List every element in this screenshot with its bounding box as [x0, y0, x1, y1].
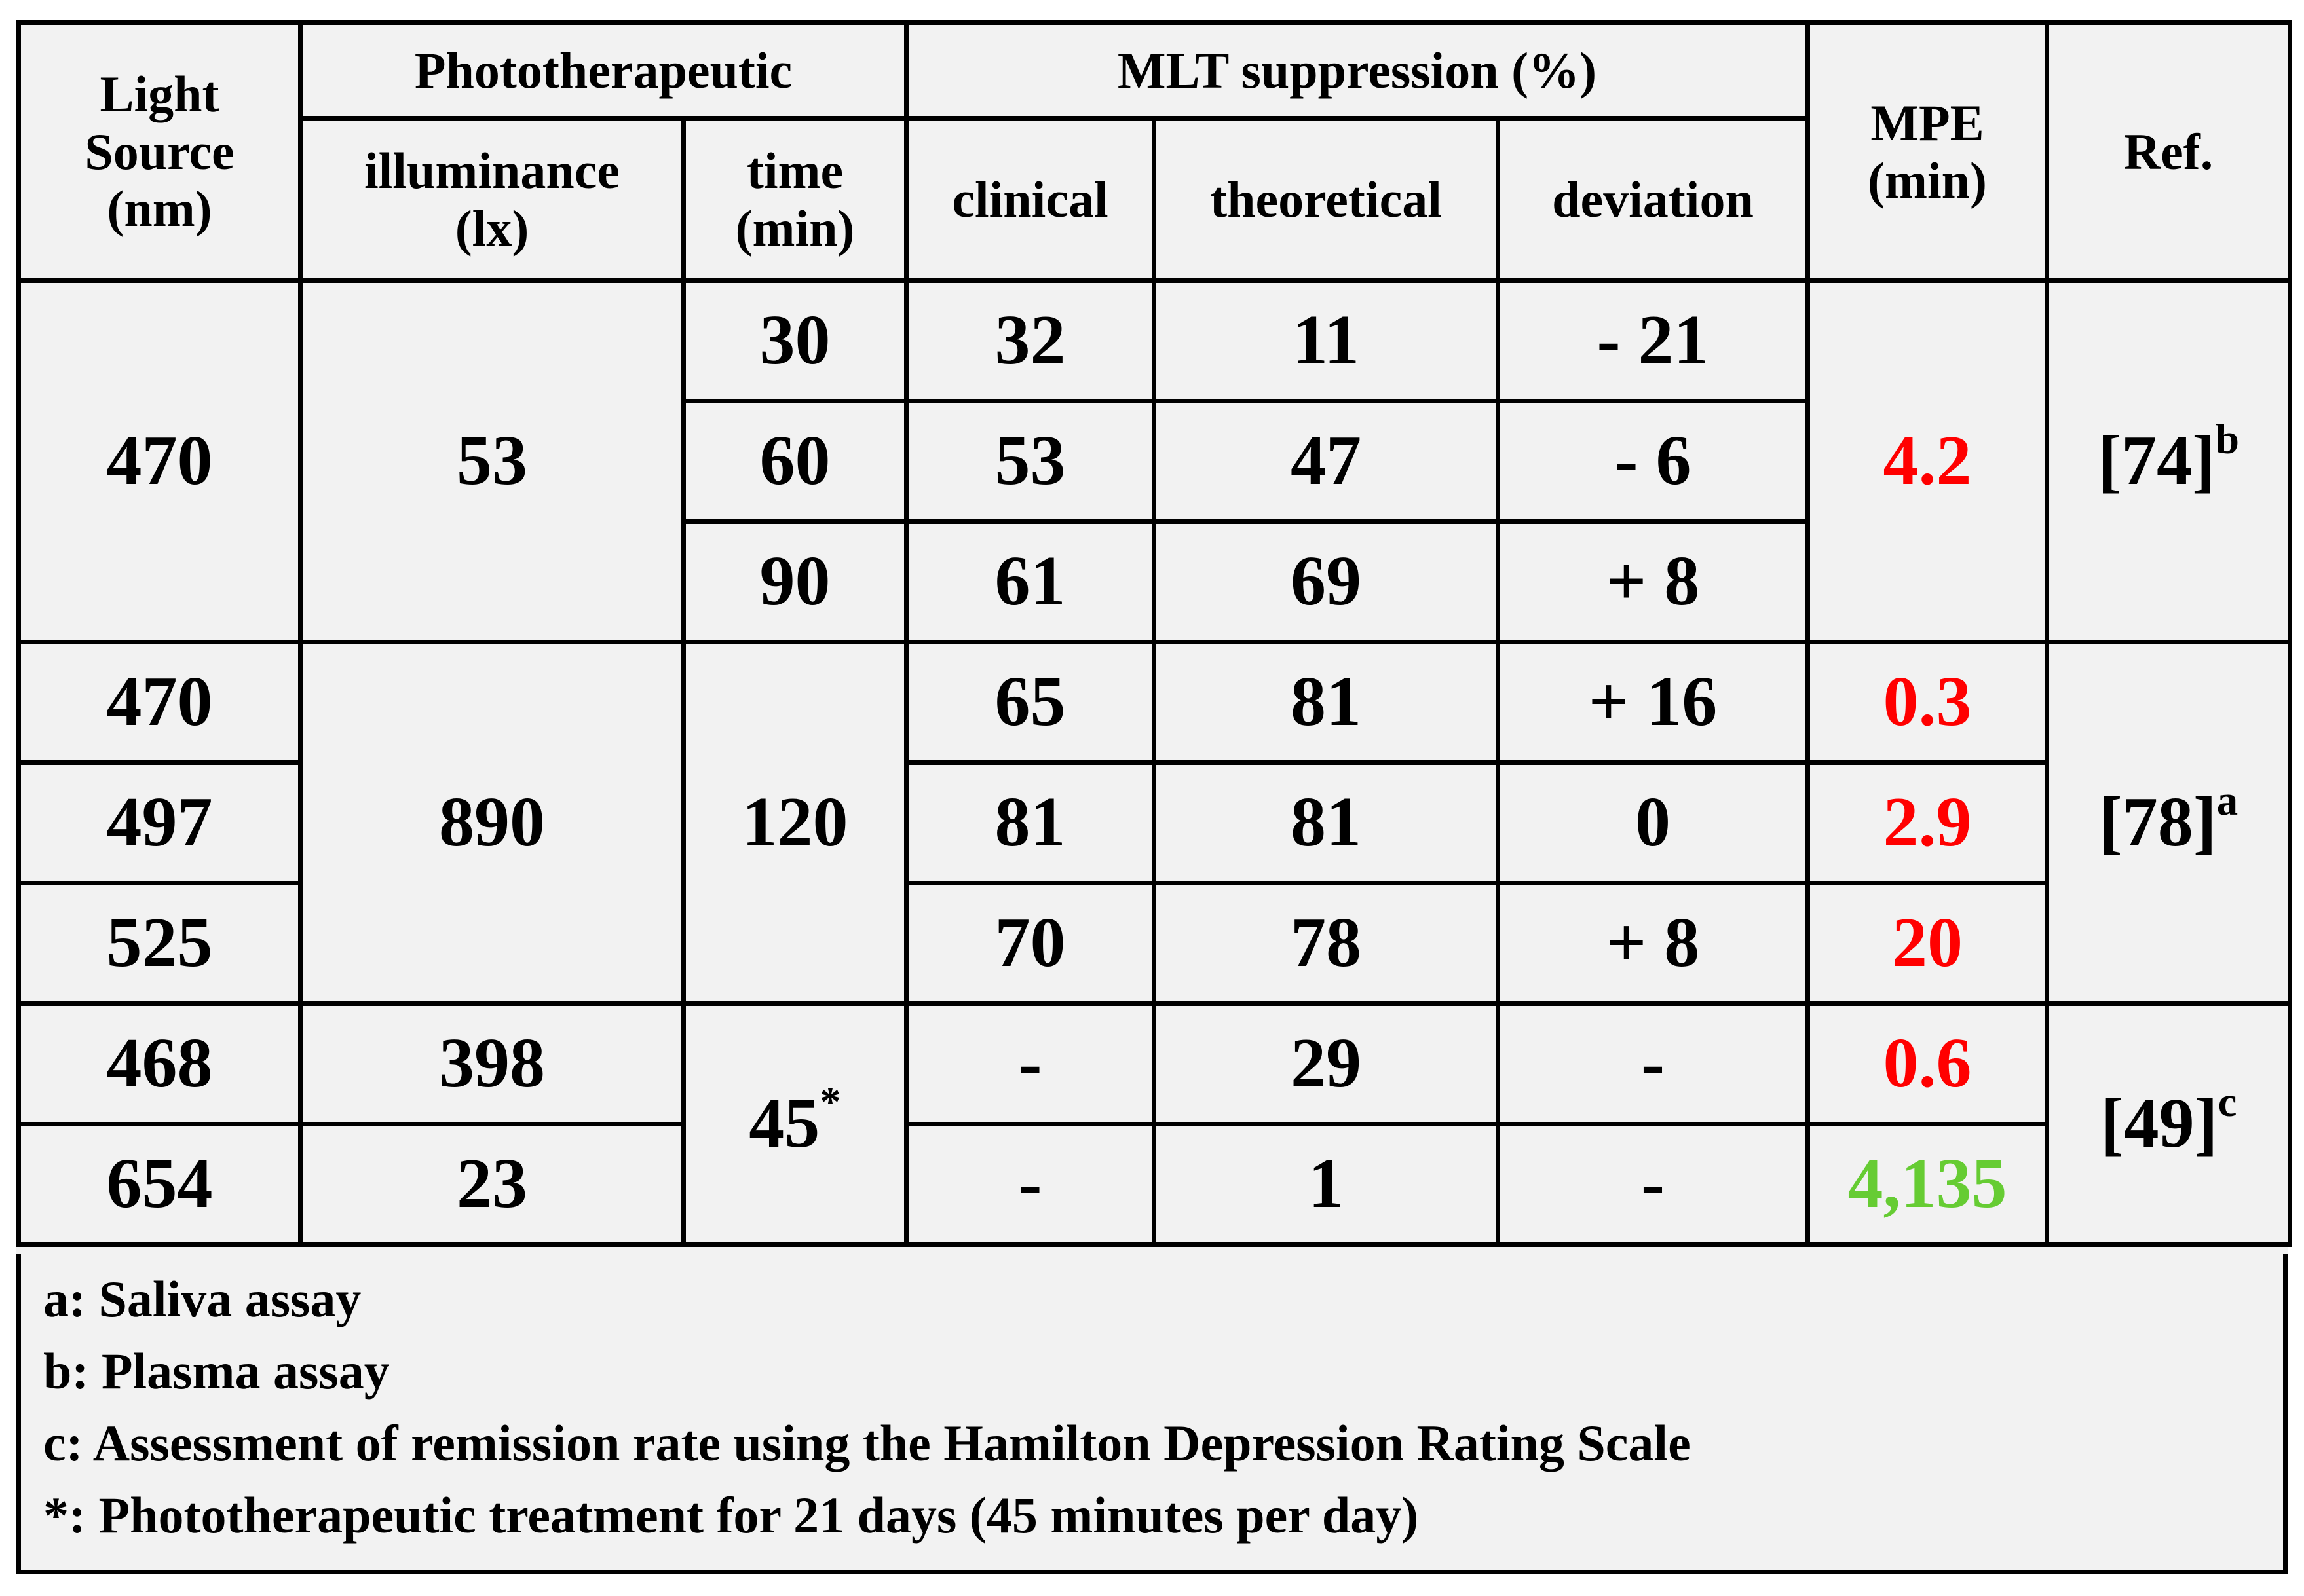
- header-ref: Ref.: [2045, 20, 2292, 283]
- light-source-cell: 654: [16, 1122, 303, 1247]
- clinical-cell: 53: [904, 399, 1156, 524]
- table-row: 525 70 78 + 8 20: [16, 881, 2290, 1006]
- theoretical-cell: 29: [1152, 1001, 1500, 1126]
- table-footnotes: a: Saliva assay b: Plasma assay c: Asses…: [16, 1254, 2288, 1574]
- theoretical-cell: 47: [1152, 399, 1500, 524]
- table-row: 60 53 47 - 6: [19, 399, 2290, 524]
- deviation-cell: -: [1496, 1122, 1810, 1247]
- header-theoretical: theoretical: [1152, 116, 1500, 283]
- mpe-cell: 4,135: [1805, 1122, 2049, 1247]
- deviation-cell: 0: [1496, 760, 1810, 885]
- light-source-cell: 468: [16, 1001, 303, 1126]
- theoretical-cell: 1: [1152, 1122, 1500, 1247]
- footnote-b: b: Plasma assay: [43, 1343, 390, 1400]
- time-cell: 30: [681, 278, 909, 403]
- mpe-cell: 2.9: [1805, 760, 2049, 885]
- time-cell: 60: [681, 399, 909, 524]
- theoretical-cell: 81: [1152, 640, 1500, 765]
- header-clinical: clinical: [904, 116, 1156, 283]
- illuminance-cell: 890: [298, 640, 686, 1006]
- table-row: 470 53 30 32 11 - 21 4.2 [74]b: [16, 278, 2292, 644]
- header-illuminance: illuminance (lx): [298, 116, 686, 283]
- table-row: 90 61 69 + 8: [19, 519, 2290, 644]
- deviation-cell: -: [1496, 1001, 1810, 1126]
- clinical-cell: -: [904, 1001, 1156, 1126]
- ref-cell: [74]b: [2045, 278, 2292, 644]
- illuminance-cell: 398: [298, 1001, 686, 1126]
- theoretical-cell: 78: [1152, 881, 1500, 1006]
- mpe-cell: 4.2: [1805, 278, 2049, 644]
- table-row: 470 890 120 65 81 + 16 0.3 [78]a: [16, 640, 2292, 1006]
- light-source-cell: 525: [16, 881, 303, 1006]
- ref-cell: [78]a: [2045, 640, 2292, 1006]
- table-row: 654 23 - 1 - 4,135: [16, 1122, 2290, 1247]
- results-table: Light Source (nm) Phototherapeutic MLT s…: [16, 20, 2292, 1247]
- clinical-cell: 70: [904, 881, 1156, 1006]
- header-mlt-suppression: MLT suppression (%): [904, 20, 1810, 121]
- light-source-cell: 470: [16, 640, 303, 765]
- clinical-cell: 32: [904, 278, 1156, 403]
- data-table-figure: Light Source (nm) Phototherapeutic MLT s…: [16, 20, 2292, 1574]
- header-deviation: deviation: [1496, 116, 1810, 283]
- mpe-cell: 20: [1805, 881, 2049, 1006]
- theoretical-cell: 11: [1152, 278, 1500, 403]
- footnote-asterisk: *: Phototherapeutic treatment for 21 day…: [43, 1487, 1419, 1544]
- footnote-a: a: Saliva assay: [43, 1271, 362, 1327]
- header-mpe: MPE (min): [1805, 20, 2049, 283]
- ref-cell: [49]c: [2045, 1001, 2292, 1247]
- time-cell: 45*: [681, 1001, 909, 1247]
- header-light-source: Light Source (nm): [16, 20, 303, 283]
- deviation-cell: + 16: [1496, 640, 1810, 765]
- time-cell: 90: [681, 519, 909, 644]
- header-phototherapeutic: Phototherapeutic: [298, 20, 909, 121]
- theoretical-cell: 81: [1152, 760, 1500, 885]
- clinical-cell: -: [904, 1122, 1156, 1247]
- theoretical-cell: 69: [1152, 519, 1500, 644]
- deviation-cell: - 21: [1496, 278, 1810, 403]
- footnote-c: c: Assessment of remission rate using th…: [43, 1415, 1691, 1472]
- clinical-cell: 81: [904, 760, 1156, 885]
- clinical-cell: 65: [904, 640, 1156, 765]
- deviation-cell: - 6: [1496, 399, 1810, 524]
- table-row: 468 398 45* - 29 - 0.6 [49]c: [16, 1001, 2292, 1247]
- time-cell: 120: [681, 640, 909, 1006]
- clinical-cell: 61: [904, 519, 1156, 644]
- header-time: time (min): [681, 116, 909, 283]
- mpe-cell: 0.6: [1805, 1001, 2049, 1126]
- light-source-cell: 497: [16, 760, 303, 885]
- deviation-cell: + 8: [1496, 519, 1810, 644]
- illuminance-cell: 23: [298, 1122, 686, 1247]
- illuminance-cell: 53: [298, 278, 686, 644]
- table-row: 497 81 81 0 2.9: [16, 760, 2290, 885]
- deviation-cell: + 8: [1496, 881, 1810, 1006]
- mpe-cell: 0.3: [1805, 640, 2049, 765]
- light-source-cell: 470: [16, 278, 303, 644]
